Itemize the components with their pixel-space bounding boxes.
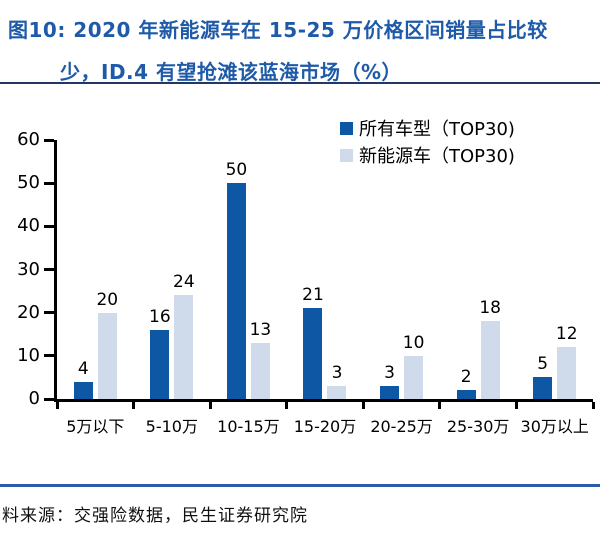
bar-column: 3 xyxy=(380,140,400,399)
bar-value-label: 50 xyxy=(225,160,248,181)
bar-column: 13 xyxy=(249,140,272,399)
bar-nev xyxy=(480,321,500,399)
legend-item-all-vehicles: 所有车型（TOP30) xyxy=(340,116,515,140)
bar-group: 21 3 xyxy=(287,140,364,399)
plot-area: 0 10 20 30 40 50 60 4 20 5万以下 16 24 5-10万 50 13 10-15万 2… xyxy=(17,131,595,436)
bar-value-label: 10 xyxy=(402,332,425,353)
x-axis-label: 25-30万 xyxy=(446,417,510,436)
x-axis-tick xyxy=(591,402,595,409)
bar-value-label: 12 xyxy=(555,324,578,345)
legend-label-nev: 新能源车（TOP30) xyxy=(359,146,515,167)
bar-column: 10 xyxy=(402,140,425,399)
title-divider xyxy=(0,82,600,84)
bar-nev xyxy=(174,295,194,399)
bar-all-vehicles xyxy=(73,381,93,399)
legend-swatch-dark-icon xyxy=(340,121,353,135)
x-axis-tick xyxy=(285,402,289,409)
x-axis-label: 10-15万 xyxy=(217,417,280,436)
x-axis-tick xyxy=(208,402,212,409)
y-axis-tick xyxy=(44,224,54,228)
x-axis-label: 5-10万 xyxy=(145,417,198,436)
bar-column: 5 xyxy=(533,140,553,399)
y-axis-tick xyxy=(44,181,54,185)
bar-group: 3 10 xyxy=(363,140,440,399)
bar-column: 20 xyxy=(96,140,119,399)
bar-column: 2 xyxy=(456,140,476,399)
legend-label-all-vehicles: 所有车型（TOP30) xyxy=(359,119,515,140)
y-axis-tick-label: 30 xyxy=(17,258,40,280)
bar-value-label: 2 xyxy=(460,367,472,388)
source-note: 料来源：交强险数据，民生证券研究院 xyxy=(2,506,308,525)
bar-value-label: 21 xyxy=(302,285,324,306)
legend-item-nev: 新能源车（TOP30) xyxy=(340,143,515,167)
bar-value-label: 24 xyxy=(173,272,195,293)
x-axis-label: 20-25万 xyxy=(370,417,433,436)
bar-group: 16 24 xyxy=(134,140,211,399)
x-axis-tick xyxy=(361,402,365,409)
bar-value-label: 3 xyxy=(384,363,395,384)
bar-value-label: 18 xyxy=(479,298,501,319)
bar-value-label: 3 xyxy=(331,363,343,384)
y-axis-tick-label: 60 xyxy=(17,129,40,150)
bar-value-label: 4 xyxy=(77,358,89,379)
bar-value-label: 16 xyxy=(149,306,171,327)
y-axis-tick-label: 20 xyxy=(17,301,40,323)
bar-nev xyxy=(250,342,270,399)
y-axis-tick xyxy=(44,354,54,358)
bar-nev xyxy=(404,355,424,399)
bar-group: 4 20 xyxy=(57,140,134,399)
bottom-divider xyxy=(0,484,600,487)
bar-value-label: 5 xyxy=(537,354,549,375)
bar-all-vehicles xyxy=(226,183,246,399)
bar-nev xyxy=(97,312,117,399)
x-axis-tick xyxy=(514,402,518,409)
figure-title-line2: 少，ID.4 有望抢滩该蓝海市场（%） xyxy=(60,60,403,84)
x-axis-tick xyxy=(438,402,442,409)
bar-group: 50 13 xyxy=(210,140,287,399)
y-axis-tick xyxy=(44,268,54,271)
bar-all-vehicles xyxy=(150,329,170,399)
x-axis-label: 30万以上 xyxy=(520,417,589,436)
y-axis-tick xyxy=(44,311,54,315)
x-axis-tick xyxy=(55,402,59,409)
chart-legend: 所有车型（TOP30) 新能源车（TOP30) xyxy=(340,116,515,167)
y-axis-tick-label: 40 xyxy=(17,215,40,237)
x-axis-label: 5万以下 xyxy=(66,417,125,436)
figure-title-line1: 图10: 2020 年新能源车在 15-25 万价格区间销量占比较 xyxy=(8,18,548,42)
bar-value-label: 20 xyxy=(96,289,119,310)
bar-column: 21 xyxy=(302,140,324,399)
bar-group: 5 12 xyxy=(516,140,593,399)
x-axis-tick xyxy=(132,402,136,409)
bar-column: 4 xyxy=(73,140,93,399)
y-axis-tick-label: 50 xyxy=(17,172,40,194)
bar-nev xyxy=(557,347,577,399)
bar-column: 50 xyxy=(225,140,248,399)
y-axis-tick-label: 0 xyxy=(28,388,40,409)
bar-all-vehicles xyxy=(380,386,400,399)
x-axis-label: 15-20万 xyxy=(293,417,357,436)
bar-all-vehicles xyxy=(533,377,553,399)
bar-column: 24 xyxy=(173,140,195,399)
y-axis-tick xyxy=(44,397,54,401)
bar-group: 2 18 xyxy=(440,140,517,399)
y-axis-tick xyxy=(44,138,54,142)
bar-nev xyxy=(327,386,347,399)
bar-column: 18 xyxy=(479,140,501,399)
bar-all-vehicles xyxy=(303,308,323,399)
legend-swatch-light-icon xyxy=(340,148,353,162)
bar-column: 3 xyxy=(327,140,347,399)
bar-value-label: 13 xyxy=(249,319,272,340)
y-axis-tick-label: 10 xyxy=(17,344,40,366)
bar-column: 12 xyxy=(555,140,578,399)
bar-all-vehicles xyxy=(456,390,476,399)
bar-column: 16 xyxy=(149,140,171,399)
